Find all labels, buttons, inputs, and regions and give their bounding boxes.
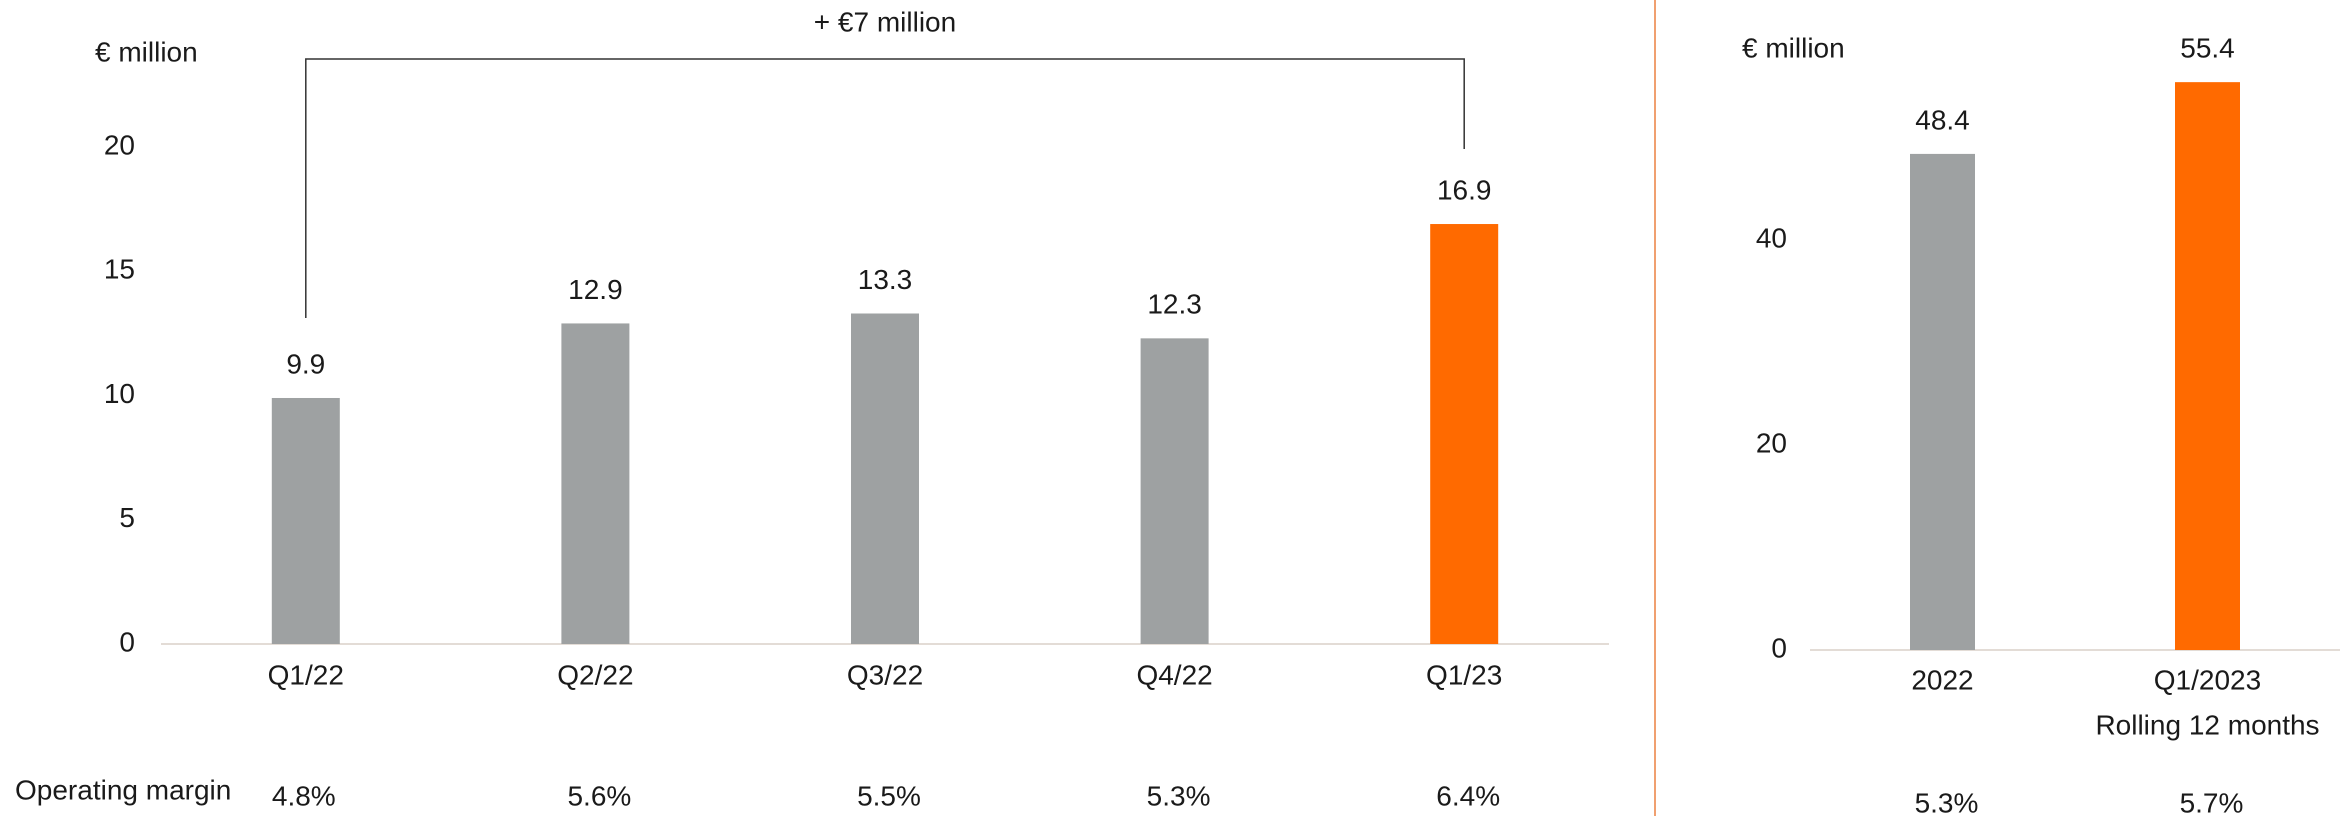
y-tick-label: 20 [104, 129, 135, 160]
x-tick-label: Q1/22 [268, 659, 344, 690]
bar [2175, 82, 2240, 650]
bar [1430, 224, 1499, 644]
x-tick-label: Q1/2023 [2154, 664, 2261, 695]
footer-value: 5.5% [857, 780, 921, 811]
x-tick-label: Q3/22 [847, 659, 923, 690]
data-label: 48.4 [1915, 104, 1970, 135]
category-note: Rolling 12 months [2095, 709, 2319, 740]
bar [1140, 338, 1209, 644]
bar [1910, 153, 1975, 650]
data-label: 12.3 [1147, 289, 1202, 320]
annotation: + €7 million [814, 6, 956, 37]
axis-label: € million [95, 36, 198, 67]
y-tick-label: 20 [1756, 427, 1787, 458]
footer-value: 5.7% [2180, 787, 2244, 816]
footer-value: 4.8% [272, 780, 336, 811]
data-label: 12.9 [568, 274, 623, 305]
data-label: 16.9 [1437, 174, 1492, 205]
y-tick-label: 0 [119, 626, 135, 657]
footer-label: Operating margin [15, 774, 231, 805]
bar [271, 397, 340, 644]
axis-label: € million [1742, 32, 1845, 63]
footer-value: 5.3% [1915, 787, 1979, 816]
bracket [305, 58, 1465, 318]
y-tick-label: 40 [1756, 222, 1787, 253]
y-tick-label: 15 [104, 254, 135, 285]
data-label: 13.3 [858, 264, 913, 295]
x-tick-label: Q4/22 [1136, 659, 1212, 690]
bar [561, 323, 630, 644]
footer-value: 5.3% [1147, 780, 1211, 811]
y-tick-label: 0 [1771, 632, 1787, 663]
bar [851, 313, 919, 644]
y-tick-label: 5 [119, 502, 135, 533]
x-tick-label: Q1/23 [1426, 659, 1502, 690]
y-tick-label: 10 [104, 378, 135, 409]
x-tick-label: 2022 [1911, 664, 1973, 695]
data-label: 9.9 [286, 348, 325, 379]
x-tick-label: Q2/22 [557, 659, 633, 690]
data-label: 55.4 [2180, 33, 2235, 64]
footer-value: 5.6% [567, 780, 631, 811]
footer-value: 6.4% [1436, 780, 1500, 811]
